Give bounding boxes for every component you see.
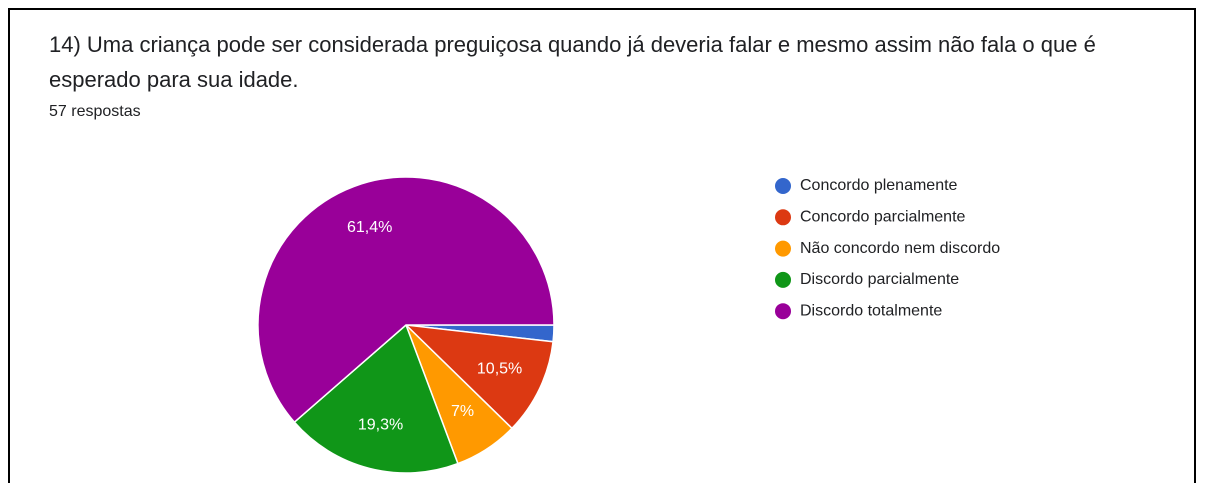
slice-label: 7% [451, 403, 474, 420]
legend-label: Discordo totalmente [800, 302, 942, 319]
legend-label: Não concordo nem discordo [800, 240, 1000, 257]
legend-swatch [775, 209, 791, 226]
pie-slice [293, 323, 459, 474]
pie-slice [257, 176, 555, 424]
slice-label: 19,3% [358, 417, 403, 434]
slice-label: 10,5% [477, 361, 522, 378]
legend-swatch [775, 178, 791, 194]
response-count: 57 respostas [49, 103, 141, 120]
legend-label: Discordo parcialmente [800, 271, 959, 288]
legend-swatch [775, 303, 791, 320]
legend-swatch [775, 240, 791, 257]
legend-swatch [775, 271, 791, 288]
card-frame [8, 8, 1196, 483]
chart-title: 14) Uma criança pode ser considerada pre… [49, 32, 1096, 92]
legend-label: Concordo parcialmente [800, 209, 966, 226]
slice-label: 61,4% [347, 219, 392, 236]
legend-label: Concordo plenamente [800, 177, 958, 194]
pie-slice [403, 324, 554, 430]
